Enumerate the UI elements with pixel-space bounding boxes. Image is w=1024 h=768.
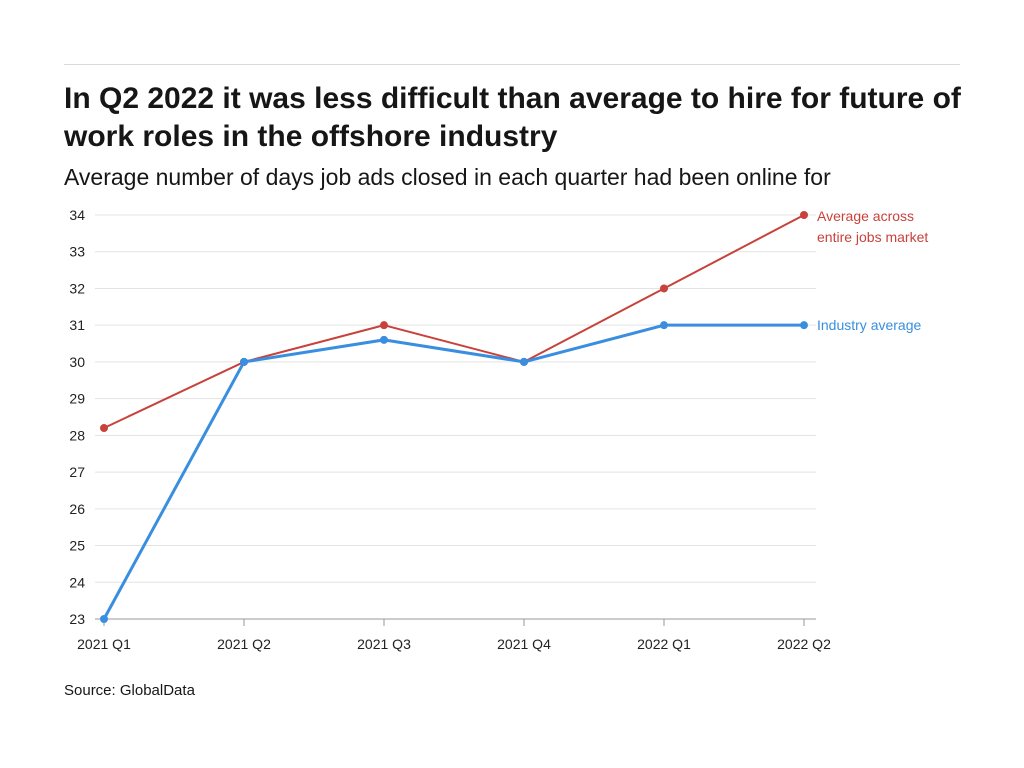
- gridlines: [95, 214, 816, 620]
- series-labels: Average across entire jobs market Industry…: [817, 208, 928, 333]
- y-tick-label: 27: [69, 464, 85, 480]
- y-tick-label: 24: [69, 574, 85, 590]
- x-tick-label: 2022 Q1: [637, 636, 691, 652]
- data-point: [100, 424, 108, 433]
- series-line-average-across-entire-jobs-market: [103, 214, 805, 429]
- y-tick-label: 31: [69, 317, 85, 333]
- y-tick-label: 25: [69, 538, 85, 554]
- data-point: [800, 321, 808, 330]
- series-label-industry-average: Industry average: [817, 317, 921, 333]
- series-points: [100, 211, 808, 623]
- y-tick-label: 29: [69, 391, 85, 407]
- data-point: [100, 615, 108, 623]
- chart-subtitle: Average number of days job ads closed in…: [64, 164, 831, 190]
- x-tick-label: 2021 Q1: [77, 636, 131, 652]
- chart-title: In Q2 2022 it was less difficult than av…: [64, 82, 961, 153]
- y-tick-label: 33: [69, 244, 85, 260]
- x-tick-label: 2022 Q2: [777, 636, 831, 652]
- data-point: [240, 357, 248, 366]
- data-point: [380, 335, 388, 344]
- y-tick-label: 32: [69, 280, 85, 296]
- data-point: [800, 211, 808, 219]
- y-tick-label: 23: [69, 611, 85, 627]
- series-line-industry-average: [102, 323, 804, 620]
- data-point: [660, 321, 668, 330]
- series-label-average-across-entire-jobs-market: entire jobs market: [817, 229, 928, 245]
- x-tick-label: 2021 Q3: [357, 636, 411, 652]
- y-tick-label: 26: [69, 501, 85, 517]
- source-note: Source: GlobalData: [64, 682, 195, 699]
- y-tick-label: 28: [69, 427, 85, 443]
- y-tick-label: 34: [69, 207, 85, 223]
- series-lines: [102, 214, 805, 620]
- y-tick-label: 30: [69, 354, 85, 370]
- x-axis-ticks: 2021 Q1 2021 Q2 2021 Q3 2021 Q4 2022 Q1 2022 …: [77, 619, 831, 652]
- data-point: [380, 321, 388, 330]
- x-tick-label: 2021 Q2: [217, 636, 271, 652]
- top-rule: [64, 64, 960, 65]
- series-label-average-across-entire-jobs-market: Average across: [817, 208, 914, 224]
- y-axis-ticks: 23 24 25 26 27 28 29 30 31 32 33 34: [69, 207, 85, 627]
- x-tick-label: 2021 Q4: [497, 636, 551, 652]
- data-point: [520, 357, 528, 366]
- data-point: [660, 284, 668, 293]
